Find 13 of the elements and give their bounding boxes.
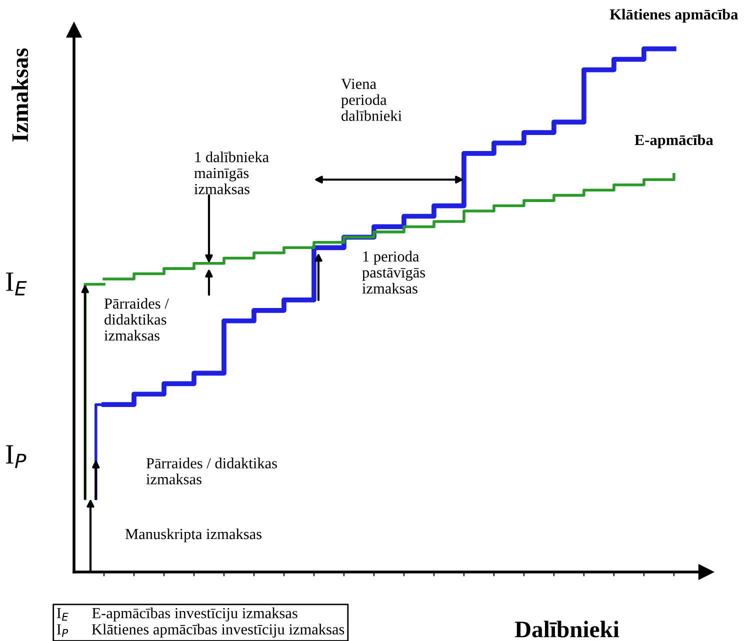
text: I$_{P}$ [6, 445, 26, 468]
text: E-apmācība [634, 134, 714, 148]
annotation: Manuskripta izmaksas [125, 528, 262, 542]
annotation: 1 dalībnieka mainīgās izmaksas [194, 151, 269, 194]
text: Klātienes apmācība [610, 8, 738, 23]
x-axis-title: Dalībnieki [514, 620, 620, 638]
y-axis-title: Izmaksas [12, 48, 28, 142]
text: I$_{E}$ [6, 272, 27, 296]
annotation: Pārraides / didaktikas izmaksas [146, 458, 277, 484]
annotation: 1 perioda pastāvīgās izmaksas [362, 250, 426, 294]
annotation: Pārraides / didaktikas izmaksas [104, 298, 169, 341]
text: I$_{E}$ E-apmācības investīciju izmaksas I$_{P}$ Klātienes apmācības investīciju izmaksas [56, 608, 344, 638]
annotation: Viena perioda dalībnieki [341, 78, 402, 121]
